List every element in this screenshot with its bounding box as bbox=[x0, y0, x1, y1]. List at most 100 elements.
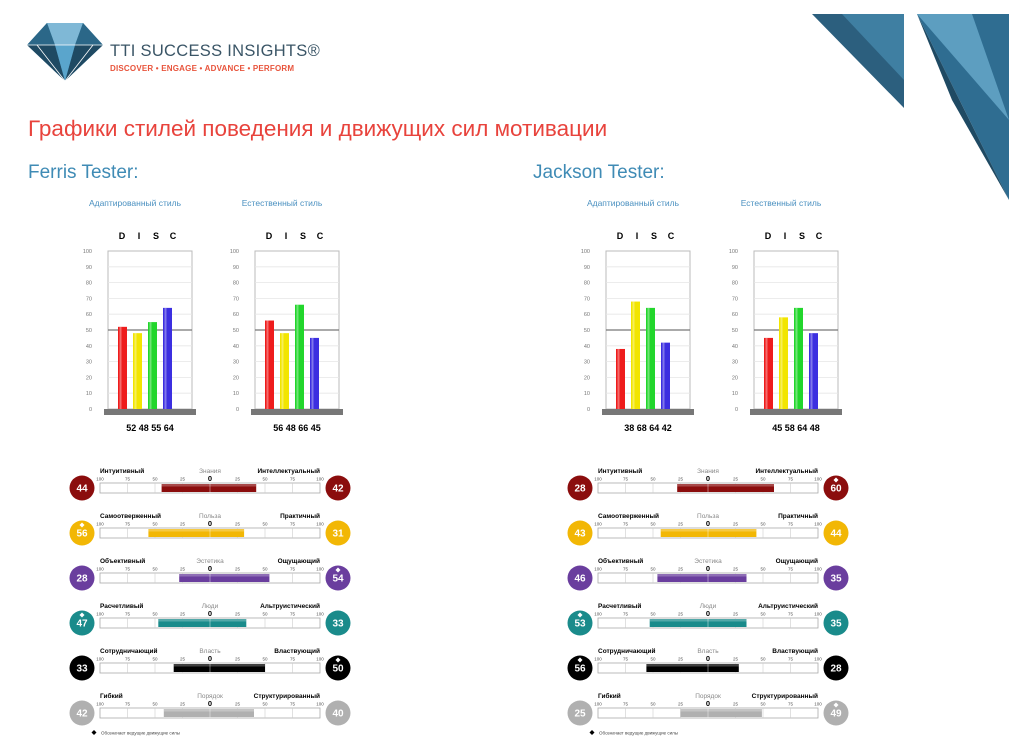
right-score-value: 35 bbox=[830, 619, 842, 630]
left-label: Самоотверженный bbox=[100, 512, 161, 520]
left-label: Гибкий bbox=[100, 692, 123, 700]
scale-label: 25 bbox=[235, 477, 241, 482]
y-tick-label: 0 bbox=[89, 407, 92, 413]
left-score-circle bbox=[69, 700, 95, 726]
scale-label: 50 bbox=[650, 702, 656, 707]
scale-label: 25 bbox=[235, 612, 241, 617]
scale-label: 0 bbox=[706, 474, 710, 483]
bar-highlight bbox=[632, 301, 635, 409]
scale-label: 50 bbox=[262, 612, 268, 617]
scale-label: 50 bbox=[262, 657, 268, 662]
scale-label: 75 bbox=[125, 567, 131, 572]
right-score-circle bbox=[823, 700, 849, 726]
bar-highlight bbox=[765, 337, 768, 409]
left-score-value: 28 bbox=[574, 484, 586, 495]
bar-highlight bbox=[662, 342, 665, 409]
left-score-value: 44 bbox=[76, 484, 88, 495]
center-label: Польза bbox=[697, 513, 719, 520]
category-label: S bbox=[799, 231, 805, 241]
scale-label: 25 bbox=[678, 477, 684, 482]
scale-label: 25 bbox=[180, 567, 186, 572]
right-label: Интеллектуальный bbox=[257, 467, 320, 475]
motivators-ferris: Интуитивный Знания Интеллектуальный 100 75 50… bbox=[69, 467, 351, 736]
scale-label: 100 bbox=[594, 567, 602, 572]
scale-label: 50 bbox=[152, 612, 158, 617]
chart-base bbox=[251, 409, 343, 415]
motivator-row-utility: Самоотверженный Польза Практичный 100 75 50 25… bbox=[567, 512, 849, 546]
scale-label: 50 bbox=[152, 522, 158, 527]
y-tick-label: 100 bbox=[230, 249, 239, 255]
scale-label: 50 bbox=[760, 612, 766, 617]
scale-label: 100 bbox=[316, 477, 324, 482]
scale-label: 50 bbox=[650, 477, 656, 482]
scale-label: 25 bbox=[733, 702, 739, 707]
bar-highlight bbox=[647, 307, 650, 409]
left-label: Расчетливый bbox=[598, 602, 641, 610]
y-tick-label: 100 bbox=[729, 249, 738, 255]
y-tick-label: 60 bbox=[584, 312, 590, 318]
scale-label: 75 bbox=[788, 702, 794, 707]
scale-label: 25 bbox=[733, 612, 739, 617]
right-label: Ощущающий bbox=[278, 557, 320, 565]
chart-title: Адаптированный стиль bbox=[89, 198, 182, 208]
y-tick-label: 80 bbox=[732, 281, 738, 287]
scale-label: 75 bbox=[788, 477, 794, 482]
right-score-circle bbox=[325, 700, 351, 726]
right-score-circle bbox=[325, 655, 351, 681]
motivator-row-power: Сотрудничающий Власть Властвующий 100 75 50 25… bbox=[567, 647, 849, 681]
right-score-value: 35 bbox=[830, 574, 842, 585]
scale-label: 75 bbox=[125, 522, 131, 527]
y-tick-label: 50 bbox=[732, 328, 738, 334]
bar bbox=[661, 342, 670, 409]
disc-chart-jackson-adapted: Адаптированный стиль D I S C 0 10 20 30 40 50 60 70 8… bbox=[581, 198, 694, 433]
scale-label: 25 bbox=[678, 702, 684, 707]
scale-label: 25 bbox=[180, 522, 186, 527]
right-score-value: 28 bbox=[830, 664, 842, 675]
scale-label: 25 bbox=[180, 477, 186, 482]
footnote-text: Обозначает ведущие движущие силы bbox=[599, 731, 678, 736]
scale-label: 25 bbox=[678, 657, 684, 662]
y-tick-label: 60 bbox=[233, 312, 239, 318]
left-score-circle bbox=[69, 520, 95, 546]
footnote-text: Обозначает ведущие движущие силы bbox=[101, 731, 180, 736]
center-label: Порядок bbox=[695, 693, 721, 700]
scale-label: 50 bbox=[760, 477, 766, 482]
right-label: Практичный bbox=[778, 512, 818, 520]
right-score-value: 50 bbox=[332, 664, 344, 675]
left-label: Сотрудничающий bbox=[598, 647, 656, 655]
left-score-value: 42 bbox=[76, 709, 88, 720]
scale-label: 25 bbox=[180, 612, 186, 617]
footnote-marker-icon bbox=[589, 730, 595, 735]
y-tick-label: 40 bbox=[732, 344, 738, 350]
score-fill-shine bbox=[646, 664, 739, 667]
scale-label: 25 bbox=[733, 477, 739, 482]
center-label: Польза bbox=[199, 513, 221, 520]
y-tick-label: 100 bbox=[83, 249, 92, 255]
left-score-circle bbox=[567, 700, 593, 726]
footnote-marker-icon bbox=[91, 730, 97, 735]
scale-label: 100 bbox=[316, 612, 324, 617]
motivators-jackson: Интуитивный Знания Интеллектуальный 100 75 50… bbox=[567, 467, 849, 736]
right-label: Практичный bbox=[280, 512, 320, 520]
corner-decoration bbox=[812, 14, 1009, 200]
scale-label: 100 bbox=[316, 522, 324, 527]
category-label: C bbox=[170, 231, 177, 241]
score-fill bbox=[646, 664, 739, 672]
right-score-circle bbox=[325, 565, 351, 591]
scale-label: 0 bbox=[706, 564, 710, 573]
scale-label: 50 bbox=[262, 702, 268, 707]
chart-base bbox=[750, 409, 842, 415]
right-score-value: 54 bbox=[332, 574, 344, 585]
y-tick-label: 40 bbox=[86, 344, 92, 350]
right-label: Интеллектуальный bbox=[755, 467, 818, 475]
scale-label: 50 bbox=[650, 612, 656, 617]
page-title: Графики стилей поведения и движущих сил … bbox=[28, 116, 608, 141]
scale-label: 50 bbox=[650, 657, 656, 662]
y-tick-label: 10 bbox=[86, 391, 92, 397]
scale-label: 100 bbox=[96, 702, 104, 707]
scale-label: 75 bbox=[125, 657, 131, 662]
left-score-circle bbox=[567, 475, 593, 501]
right-score-circle bbox=[823, 475, 849, 501]
scale-label: 75 bbox=[788, 657, 794, 662]
primary-marker-icon bbox=[577, 612, 583, 618]
